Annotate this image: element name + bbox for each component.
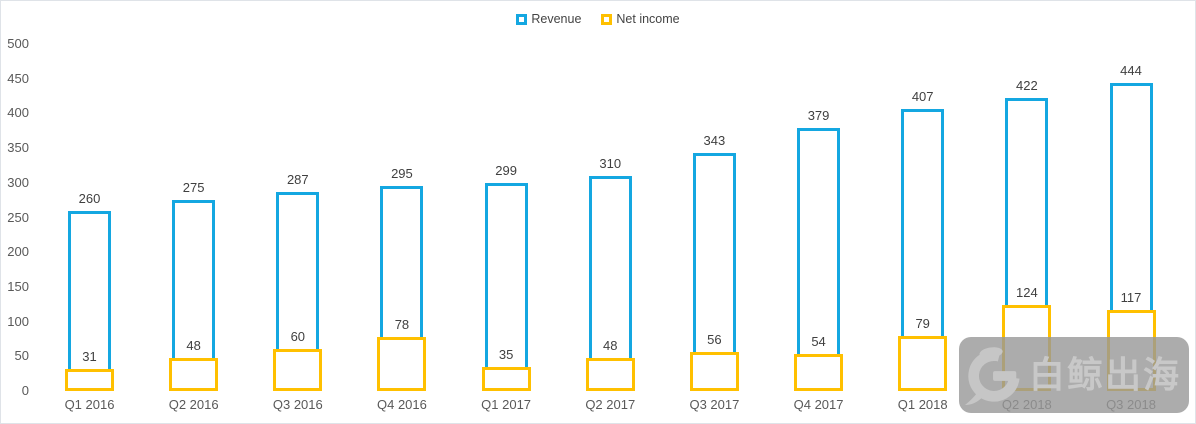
y-axis-tick-label: 500	[7, 36, 29, 51]
y-axis-tick-label: 350	[7, 140, 29, 156]
x-axis-category-label: Q3 2017	[689, 397, 740, 412]
bar-net-income	[65, 369, 114, 391]
bar-revenue	[484, 183, 528, 391]
y-axis-tick-label: 300	[7, 174, 29, 190]
x-axis-category-label: Q1 2017	[481, 397, 532, 412]
y-axis-tick-label: 200	[7, 244, 29, 260]
data-label-revenue: 310	[599, 155, 622, 171]
data-label-revenue: 260	[78, 190, 101, 206]
x-axis-category-label: Q2 2016	[168, 397, 219, 412]
x-axis-category-label: Q4 2017	[793, 397, 844, 412]
bar-revenue	[797, 127, 841, 391]
data-label-revenue: 422	[1015, 78, 1038, 94]
bar-net-income	[273, 349, 323, 391]
data-label-revenue: 295	[391, 166, 413, 182]
data-label-revenue: 299	[495, 163, 517, 179]
y-axis-tick-label: 0	[21, 383, 29, 398]
bar-net-income	[794, 353, 844, 391]
legend-marker-icon	[601, 13, 613, 25]
data-label-net-income: 48	[603, 337, 618, 353]
x-axis-category-label: Q1 2018	[897, 397, 948, 412]
bar-net-income	[377, 336, 427, 391]
chart-legend: Revenue Net income	[1, 11, 1195, 27]
data-label-net-income: 124	[1015, 284, 1038, 300]
y-axis-tick-label: 50	[14, 348, 29, 364]
watermark: 白鲸出海	[959, 337, 1189, 413]
bar-revenue	[588, 175, 632, 391]
data-label-net-income: 35	[498, 346, 514, 362]
bar-net-income	[689, 352, 739, 391]
x-axis-category-label: Q4 2016	[377, 397, 427, 412]
bar-net-income	[585, 357, 635, 391]
data-label-net-income: 31	[82, 349, 97, 365]
data-label-revenue: 275	[182, 180, 205, 196]
whale-logo-icon	[963, 344, 1025, 406]
y-axis-tick-label: 150	[7, 278, 29, 294]
data-label-net-income: 117	[1120, 289, 1142, 305]
bar-revenue	[692, 152, 736, 391]
legend-item-net-income: Net income	[601, 12, 680, 26]
y-axis-tick-label: 250	[7, 209, 29, 225]
y-axis-tick-label: 100	[7, 313, 29, 329]
legend-label: Revenue	[531, 12, 582, 26]
data-label-revenue: 407	[911, 88, 934, 104]
data-label-net-income: 56	[707, 332, 722, 348]
x-axis-category-label: Q3 2016	[272, 397, 323, 412]
data-label-net-income: 48	[186, 337, 201, 353]
data-label-net-income: 78	[394, 316, 410, 332]
data-label-net-income: 79	[915, 316, 930, 332]
legend-label: Net income	[616, 12, 680, 26]
bar-net-income	[481, 366, 531, 391]
x-axis-category-label: Q2 2017	[585, 397, 636, 412]
y-axis-tick-label: 450	[7, 70, 29, 86]
y-axis-tick-label: 400	[7, 105, 29, 121]
x-axis-category-label: Q1 2016	[64, 397, 115, 412]
watermark-text: 白鲸出海	[1029, 354, 1182, 395]
data-label-net-income: 60	[290, 329, 306, 345]
bar-revenue	[68, 210, 111, 391]
legend-marker-icon	[516, 13, 528, 25]
data-label-revenue: 444	[1120, 62, 1142, 78]
data-label-revenue: 343	[703, 132, 726, 148]
legend-item-revenue: Revenue	[516, 12, 581, 26]
data-label-net-income: 54	[811, 333, 826, 349]
bar-net-income	[898, 336, 948, 391]
bar-net-income	[169, 357, 219, 391]
data-label-revenue: 287	[286, 171, 309, 187]
data-label-revenue: 379	[807, 107, 830, 123]
